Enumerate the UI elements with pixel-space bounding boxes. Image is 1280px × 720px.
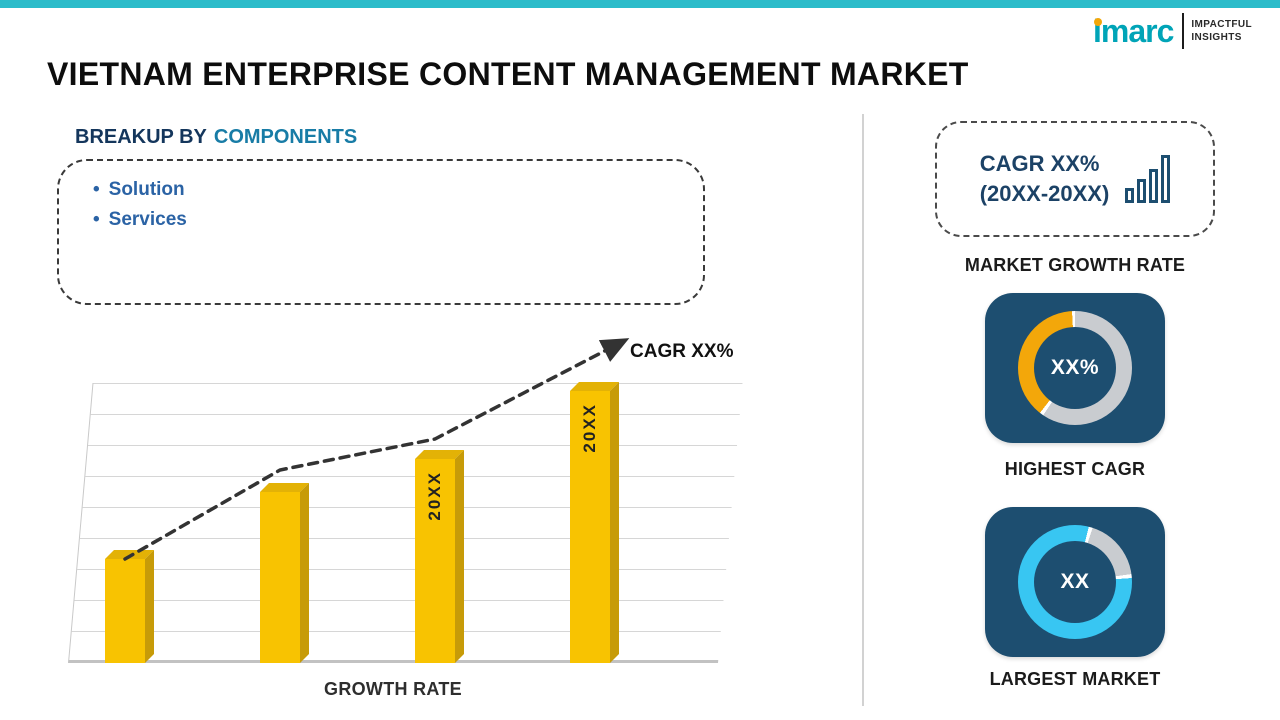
logo-divider [1182,13,1185,49]
highest-cagr-value: XX% [1050,356,1100,379]
bar-label: 20XX [580,403,599,453]
components-box: Solution Services [57,159,705,305]
market-growth-rate-caption: MARKET GROWTH RATE [964,255,1186,275]
bar-3d [105,559,145,663]
logo-brand-text: imarc [1092,13,1174,49]
bar-chart: 20XX 20XX [68,338,743,663]
largest-market-value: XX [1060,570,1090,593]
bar-label: 20XX [425,471,444,521]
bar-3d: 20XX [415,459,455,663]
logo-tagline-line2: INSIGHTS [1191,32,1242,43]
bar-chart-icon [1125,155,1171,203]
highest-cagr-donut: XX% [1018,311,1132,425]
highest-cagr-caption: HIGHEST CAGR [1004,459,1146,479]
logo-tagline: IMPACTFUL INSIGHTS [1191,18,1252,44]
cagr-annotation: CAGR XX% [630,341,734,362]
largest-market-donut: XX [1018,525,1132,639]
bar-3d: 20XX [570,391,610,663]
list-item-services: Services [93,205,703,235]
page-title: VIETNAM ENTERPRISE CONTENT MANAGEMENT MA… [47,56,969,92]
section-divider [862,114,864,706]
imarc-logo: imarc IMPACTFUL INSIGHTS [1093,13,1252,49]
largest-market-tile: XX [985,507,1165,657]
highest-cagr-tile: XX% [985,293,1165,443]
breakup-heading: BREAKUP BY COMPONENTS [75,126,357,149]
cagr-card: CAGR XX% (20XX-20XX) [935,121,1215,237]
list-item-solution: Solution [93,175,703,205]
bar-3d [260,492,300,663]
cagr-card-line1: CAGR XX% [979,151,1100,177]
breakup-heading-highlight: COMPONENTS [213,126,358,148]
components-list: Solution Services [59,175,703,235]
breakup-heading-prefix: BREAKUP BY [75,126,207,148]
top-accent-bar [0,0,1280,8]
logo-tagline-line1: IMPACTFUL [1191,19,1252,30]
chart-x-label: GROWTH RATE [324,679,462,699]
logo-brand: imarc [1092,13,1174,49]
chart-gridlines [68,383,743,663]
largest-market-caption: LARGEST MARKET [989,669,1161,689]
cagr-card-text: CAGR XX% (20XX-20XX) [980,149,1110,208]
cagr-card-line2: (20XX-20XX) [979,181,1110,206]
logo-dot-icon [1093,18,1102,26]
